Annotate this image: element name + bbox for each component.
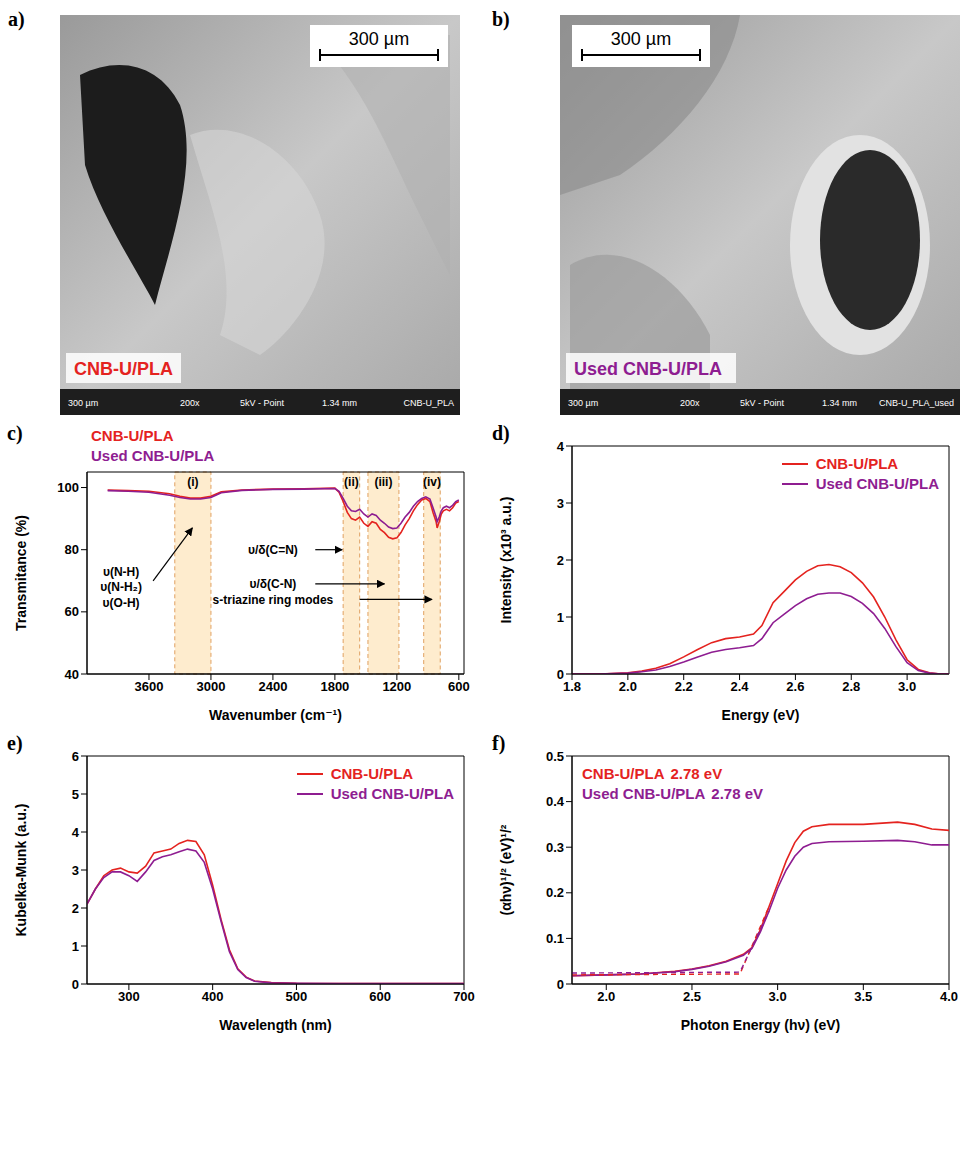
svg-text:600: 600 bbox=[448, 679, 470, 694]
html-text:e): e) bbox=[7, 732, 23, 754]
svg-text:Transmitance (%): Transmitance (%) bbox=[13, 515, 29, 631]
svg-text:υ(N-H₂): υ(N-H₂) bbox=[100, 580, 142, 594]
svg-text:3000: 3000 bbox=[196, 679, 225, 694]
svg-text:(αhν)¹/² (eV)¹/²: (αhν)¹/² (eV)¹/² bbox=[498, 824, 514, 915]
svg-text:2.5: 2.5 bbox=[683, 989, 701, 1004]
html-text:c): c) bbox=[7, 422, 23, 444]
svg-text:500: 500 bbox=[286, 989, 308, 1004]
svg-text:2.2: 2.2 bbox=[675, 679, 693, 694]
svg-text:5kV - Point: 5kV - Point bbox=[740, 398, 785, 408]
svg-text:40: 40 bbox=[65, 667, 79, 682]
svg-text:υ/δ(C-N): υ/δ(C-N) bbox=[249, 577, 296, 591]
svg-text:6: 6 bbox=[72, 749, 79, 764]
svg-text:0: 0 bbox=[72, 977, 79, 992]
html-text:CNB-U/PLA: CNB-U/PLA bbox=[330, 765, 414, 782]
svg-text:200x: 200x bbox=[180, 398, 200, 408]
svg-text:Kubelka-Munk (a.u.): Kubelka-Munk (a.u.) bbox=[13, 803, 29, 936]
svg-text:0.1: 0.1 bbox=[546, 931, 564, 946]
svg-text:Wavelength (nm): Wavelength (nm) bbox=[219, 1017, 331, 1033]
svg-text:2.4: 2.4 bbox=[731, 679, 750, 694]
svg-text:2.8: 2.8 bbox=[842, 679, 860, 694]
svg-text:3: 3 bbox=[557, 496, 564, 511]
svg-text:(i): (i) bbox=[187, 475, 198, 489]
svg-text:2.0: 2.0 bbox=[597, 989, 615, 1004]
svg-text:s-triazine ring modes: s-triazine ring modes bbox=[213, 593, 334, 607]
svg-text:CNB-U/PLA: CNB-U/PLA bbox=[74, 359, 173, 379]
svg-text:1.34 mm: 1.34 mm bbox=[822, 398, 857, 408]
svg-text:Wavenumber (cm⁻¹): Wavenumber (cm⁻¹) bbox=[209, 707, 342, 723]
svg-text:3600: 3600 bbox=[135, 679, 164, 694]
svg-text:400: 400 bbox=[202, 989, 224, 1004]
html-text:CNB-U/PLA 2.78 eV: CNB-U/PLA 2.78 eV bbox=[582, 765, 723, 782]
svg-text:CNB-U_PLA_used: CNB-U_PLA_used bbox=[879, 398, 954, 408]
svg-text:0: 0 bbox=[557, 977, 564, 992]
svg-text:80: 80 bbox=[65, 542, 79, 557]
svg-text:5: 5 bbox=[72, 787, 79, 802]
svg-text:300 µm: 300 µm bbox=[568, 398, 598, 408]
svg-text:300 µm: 300 µm bbox=[68, 398, 98, 408]
svg-text:(iii): (iii) bbox=[374, 475, 392, 489]
html-text:CNB-U/PLA: CNB-U/PLA bbox=[815, 455, 899, 472]
svg-text:1: 1 bbox=[557, 610, 564, 625]
svg-text:4.0: 4.0 bbox=[940, 989, 958, 1004]
svg-text:0.4: 0.4 bbox=[546, 794, 565, 809]
svg-text:4: 4 bbox=[557, 439, 565, 454]
svg-text:2400: 2400 bbox=[258, 679, 287, 694]
svg-text:Used CNB-U/PLA: Used CNB-U/PLA bbox=[574, 359, 722, 379]
svg-text:υ(O-H): υ(O-H) bbox=[103, 596, 140, 610]
svg-text:3: 3 bbox=[72, 863, 79, 878]
svg-text:(ii): (ii) bbox=[344, 475, 359, 489]
svg-text:5kV - Point: 5kV - Point bbox=[240, 398, 285, 408]
svg-text:1.8: 1.8 bbox=[563, 679, 581, 694]
svg-text:1200: 1200 bbox=[382, 679, 411, 694]
html-text:d): d) bbox=[492, 422, 510, 444]
svg-text:Photon Energy (hν) (eV): Photon Energy (hν) (eV) bbox=[681, 1017, 840, 1033]
svg-text:3.0: 3.0 bbox=[898, 679, 916, 694]
html-text:CNB-U/PLA: CNB-U/PLA bbox=[91, 427, 174, 444]
svg-text:100: 100 bbox=[57, 480, 79, 495]
svg-text:(iv): (iv) bbox=[423, 475, 441, 489]
svg-text:2.6: 2.6 bbox=[786, 679, 804, 694]
svg-text:0: 0 bbox=[557, 667, 564, 682]
html-text:b): b) bbox=[492, 8, 510, 30]
html-text:Used CNB-U/PLA 2.78 eV: Used CNB-U/PLA 2.78 eV bbox=[582, 785, 764, 802]
svg-text:2.0: 2.0 bbox=[619, 679, 637, 694]
svg-text:υ/δ(C=N): υ/δ(C=N) bbox=[248, 543, 298, 557]
svg-text:Energy (eV): Energy (eV) bbox=[722, 707, 800, 723]
html-text:a): a) bbox=[8, 8, 25, 30]
svg-text:3.5: 3.5 bbox=[854, 989, 872, 1004]
svg-text:Intensity (x10³ a.u.): Intensity (x10³ a.u.) bbox=[498, 497, 514, 624]
svg-text:300: 300 bbox=[118, 989, 140, 1004]
svg-text:700: 700 bbox=[453, 989, 475, 1004]
svg-text:2: 2 bbox=[72, 901, 79, 916]
svg-text:1.34 mm: 1.34 mm bbox=[322, 398, 357, 408]
svg-text:0.3: 0.3 bbox=[546, 840, 564, 855]
svg-text:1800: 1800 bbox=[320, 679, 349, 694]
svg-text:300 µm: 300 µm bbox=[349, 29, 409, 49]
svg-text:60: 60 bbox=[65, 604, 79, 619]
svg-text:200x: 200x bbox=[680, 398, 700, 408]
svg-text:1: 1 bbox=[72, 939, 79, 954]
svg-text:CNB-U_PLA: CNB-U_PLA bbox=[403, 398, 454, 408]
html-text:f): f) bbox=[492, 732, 506, 754]
html-text:Used CNB-U/PLA: Used CNB-U/PLA bbox=[91, 447, 215, 464]
svg-text:υ(N-H): υ(N-H) bbox=[103, 565, 139, 579]
svg-text:2: 2 bbox=[557, 553, 564, 568]
svg-text:0.2: 0.2 bbox=[546, 885, 564, 900]
svg-text:0.5: 0.5 bbox=[546, 749, 564, 764]
svg-text:600: 600 bbox=[369, 989, 391, 1004]
html-text:Used CNB-U/PLA: Used CNB-U/PLA bbox=[815, 475, 939, 492]
html-text:Used CNB-U/PLA: Used CNB-U/PLA bbox=[330, 785, 454, 802]
svg-text:4: 4 bbox=[72, 825, 80, 840]
svg-text:300 µm: 300 µm bbox=[611, 29, 671, 49]
svg-text:3.0: 3.0 bbox=[769, 989, 787, 1004]
